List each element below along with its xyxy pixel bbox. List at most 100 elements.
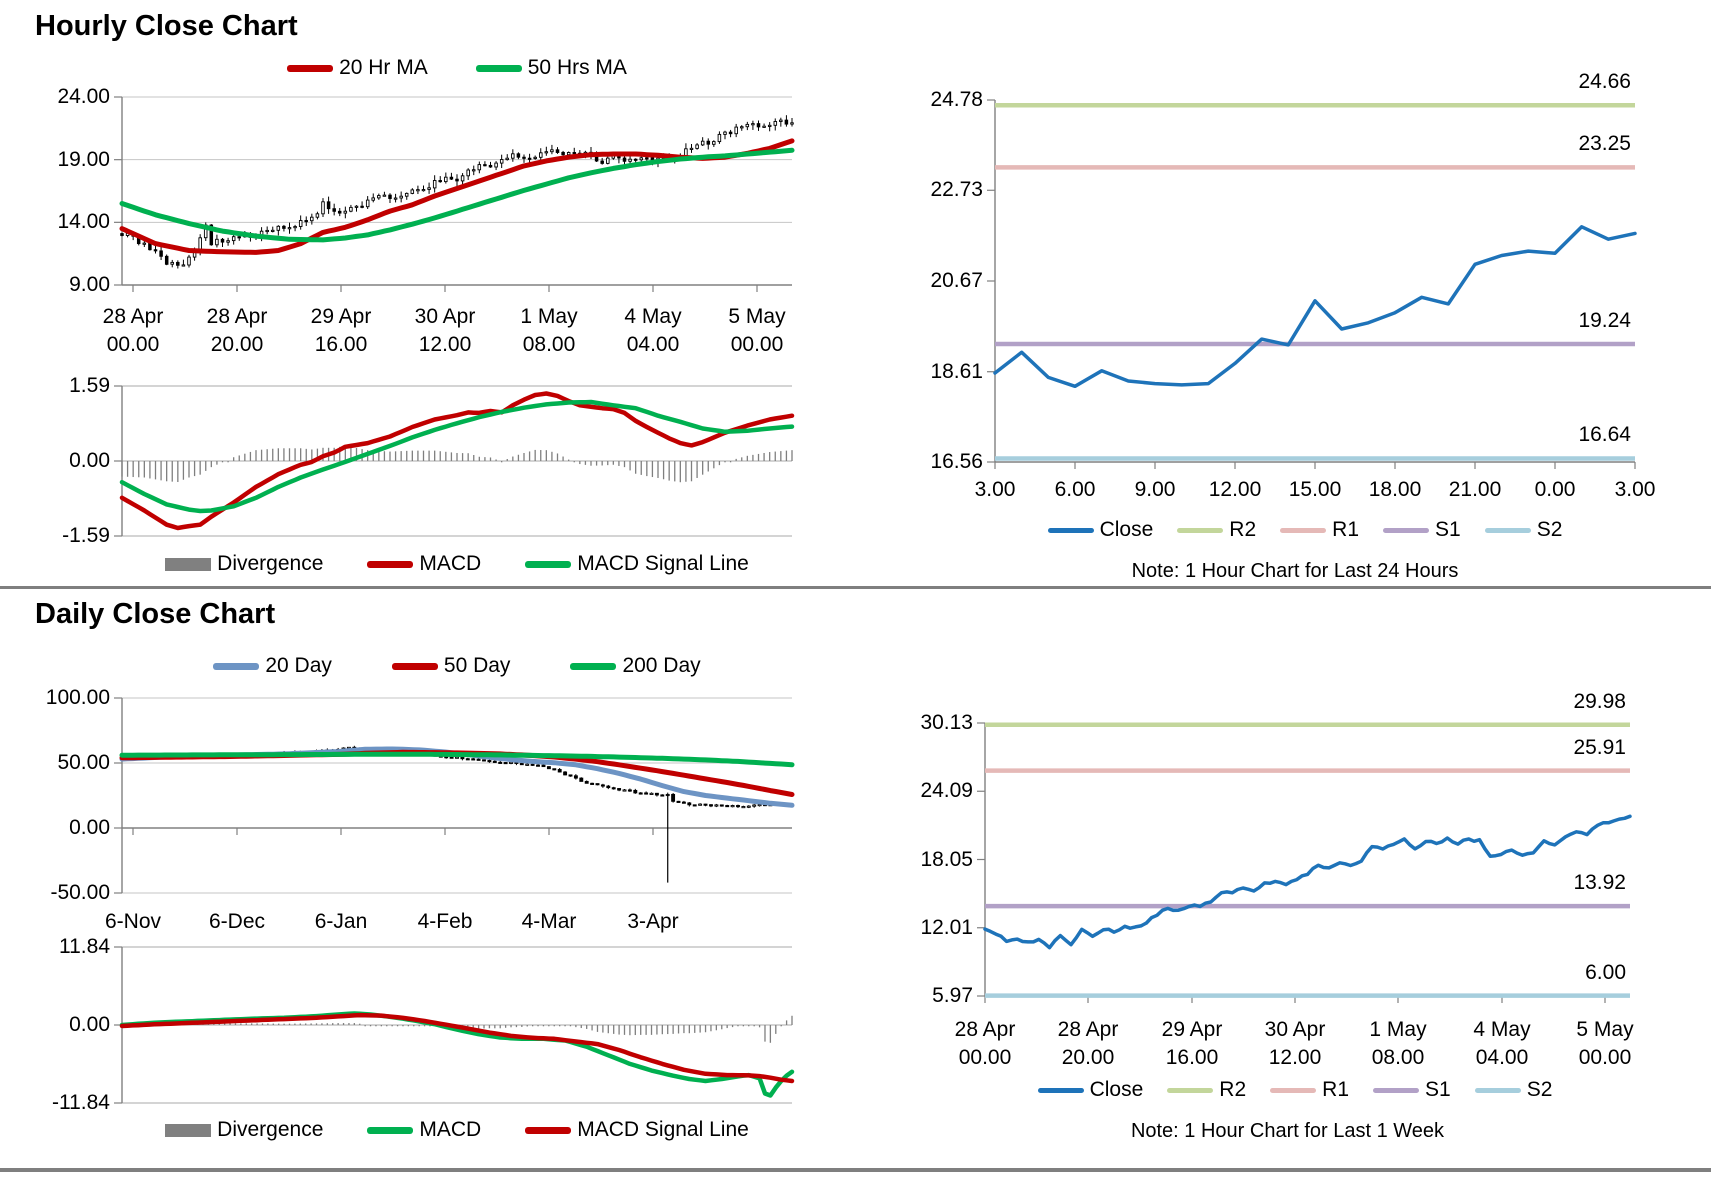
candle	[723, 131, 727, 135]
level-label-r2: 24.66	[1578, 70, 1631, 94]
line-swatch-icon	[1373, 1087, 1420, 1093]
y-tick-label: 0.00	[69, 1013, 110, 1036]
candle	[142, 242, 147, 245]
candle	[541, 764, 546, 768]
legend-label: MACD	[419, 1118, 482, 1141]
candle	[572, 152, 577, 155]
candle	[282, 225, 286, 229]
daily-price-200-day	[119, 751, 795, 768]
candle	[622, 157, 627, 162]
candle	[555, 149, 560, 153]
candle	[762, 125, 766, 128]
legend-label: 50 Day	[443, 654, 511, 677]
candle	[477, 164, 482, 171]
candle	[617, 788, 622, 791]
daily-pivot-legend: Close R2 R1 S1 S2	[965, 1078, 1625, 1102]
candle	[365, 199, 370, 208]
hourly-macd-macd-signal-line	[119, 399, 795, 514]
daily-macd-legend: Divergence MACD MACD Signal Line	[122, 1118, 792, 1142]
legend-item: MACD Signal Line	[525, 552, 749, 576]
candle	[304, 220, 308, 223]
candle	[671, 793, 676, 802]
x-tick-label: 9.00	[1134, 478, 1176, 501]
y-tick-label: 1.59	[69, 374, 110, 397]
candle	[360, 205, 364, 208]
candle	[399, 195, 403, 199]
candle	[533, 156, 537, 159]
legend-item: MACD	[367, 1118, 481, 1142]
line-swatch-icon	[1167, 1087, 1214, 1093]
candle	[700, 140, 705, 146]
y-tick-label: 11.84	[59, 935, 110, 958]
line-swatch-icon	[1047, 527, 1094, 533]
candle	[717, 133, 722, 143]
y-tick-label: 24.09	[920, 779, 973, 803]
candle	[471, 758, 476, 761]
hourly-pivot-close	[993, 225, 1637, 389]
x-tick-label: 6-Nov	[104, 910, 162, 933]
x-tick-label: 6.00	[1054, 478, 1096, 501]
legend-item: S2	[1484, 518, 1562, 542]
x-tick-label: 30 Apr 12.00	[1264, 1018, 1326, 1069]
candle	[482, 759, 486, 762]
daily-pivot-close	[983, 814, 1632, 950]
candle	[600, 784, 605, 787]
candle	[734, 126, 738, 135]
y-tick-label: 14.00	[57, 210, 110, 234]
candle	[276, 225, 281, 231]
candle	[557, 769, 562, 773]
legend-item: 50 Hrs MA	[475, 56, 627, 80]
legend-item: Close	[1037, 1078, 1144, 1102]
candle	[237, 236, 241, 239]
candle	[488, 164, 493, 168]
candle	[516, 153, 521, 158]
legend-item: S1	[1383, 518, 1461, 542]
level-label-r1: 25.91	[1573, 735, 1626, 759]
candle	[176, 261, 180, 266]
daily-pivot-note: Note: 1 Hour Chart for Last 1 Week	[1130, 1120, 1445, 1142]
x-tick-label: 4 May 04.00	[1473, 1018, 1531, 1069]
candle	[784, 119, 789, 125]
candle	[298, 220, 303, 227]
candle	[427, 187, 431, 190]
candle	[438, 180, 442, 183]
legend-label: Divergence	[217, 552, 324, 575]
candle	[751, 123, 755, 126]
legend-item: S2	[1474, 1078, 1552, 1102]
candle	[226, 240, 230, 243]
x-tick-label: 5 May 00.00	[728, 305, 786, 356]
candle	[536, 764, 540, 767]
legend-item: 200 Day	[570, 654, 701, 678]
legend-label: R1	[1322, 1078, 1350, 1101]
x-tick-label: 29 Apr 16.00	[310, 305, 372, 356]
candle	[627, 789, 632, 792]
x-tick-label: 1 May 08.00	[1369, 1018, 1427, 1069]
line-swatch-icon	[1177, 527, 1224, 533]
candle	[153, 249, 158, 252]
daily-section-title: Daily Close Chart	[35, 598, 276, 630]
candle	[684, 148, 688, 157]
legend-item: Close	[1047, 518, 1153, 542]
candle	[382, 194, 387, 197]
candle	[460, 175, 465, 182]
candle	[465, 758, 470, 761]
candle	[606, 785, 611, 789]
x-tick-label: 1 May 08.00	[520, 305, 578, 356]
x-tick-label: 29 Apr 16.00	[1161, 1018, 1223, 1069]
divergence-swatch-icon	[165, 1123, 212, 1137]
candle	[595, 783, 600, 786]
line-swatch-icon	[1484, 527, 1531, 533]
y-tick-label: 20.67	[930, 269, 983, 292]
candle	[779, 119, 783, 122]
candle	[584, 780, 589, 784]
legend-label: Close	[1089, 1078, 1144, 1101]
candle	[476, 758, 481, 761]
line-swatch-icon	[1270, 1087, 1317, 1093]
candle	[756, 123, 761, 128]
line-swatch-icon	[1474, 1087, 1521, 1093]
legend-label: R2	[1219, 1078, 1247, 1101]
line-swatch-icon	[1280, 527, 1327, 533]
candle	[527, 157, 532, 160]
y-tick-label: 30.13	[920, 711, 973, 734]
